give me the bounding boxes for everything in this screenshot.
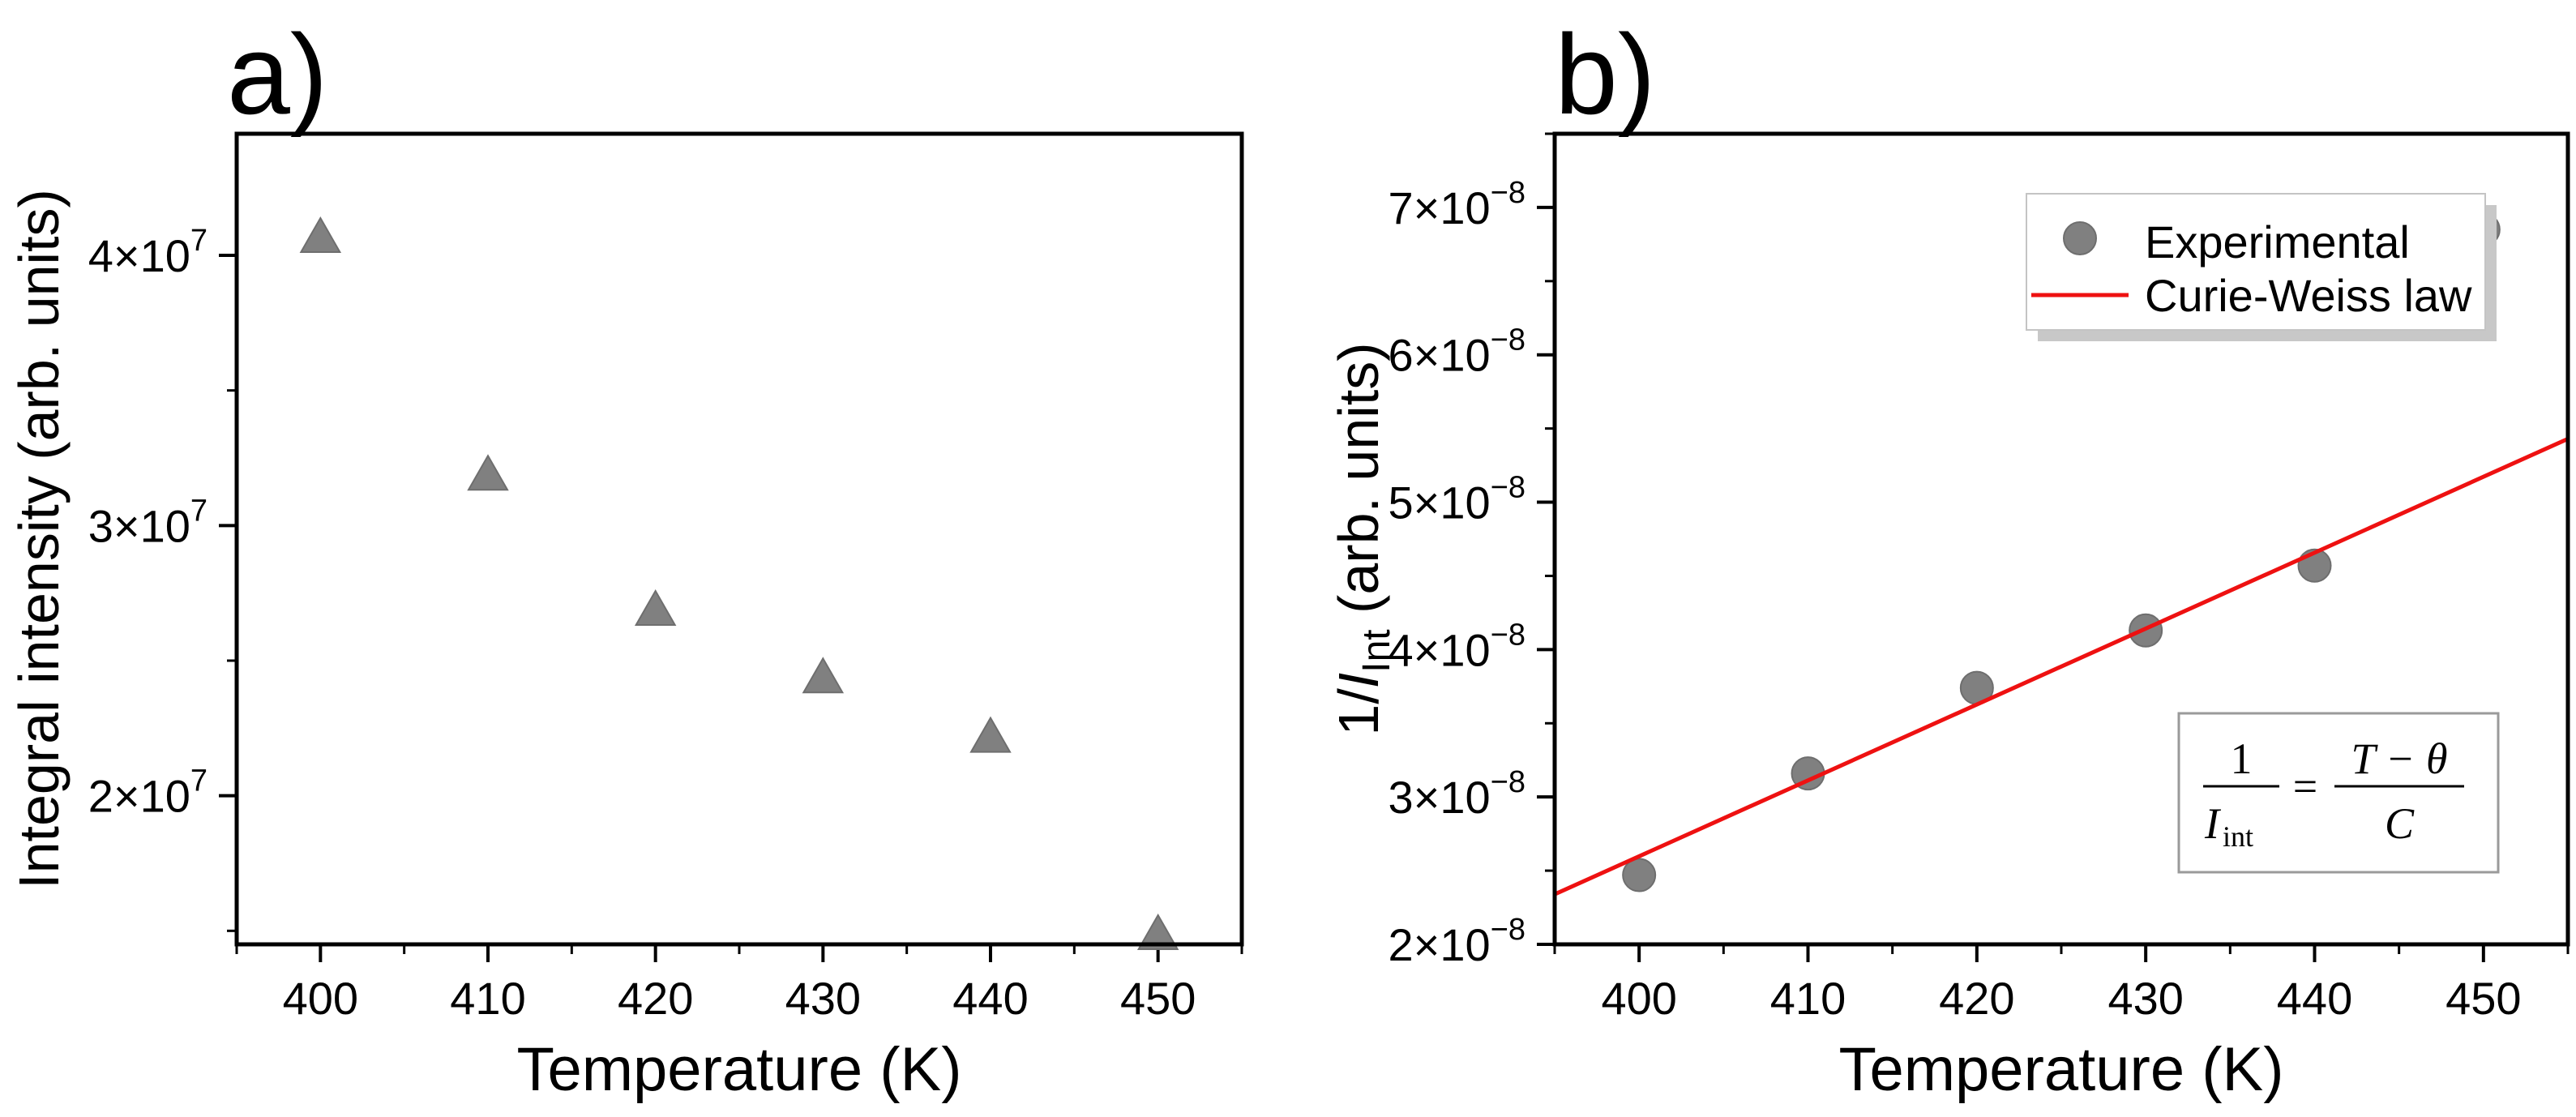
panel-a-x-tick-label: 410: [450, 973, 525, 1024]
panel-b-x-tick-label: 450: [2445, 973, 2521, 1024]
curie-weiss-fit-line: [1555, 437, 2568, 897]
data-point-triangle: [299, 216, 342, 253]
panel-b-y-tick-label: 5×10−8: [1389, 471, 1525, 529]
panel-a-y-ticks: 2×107 3×107 4×107: [88, 224, 237, 932]
panel-b: b) 2×10−83×10−84×10−85×10−86×10−87×10−8 …: [1327, 11, 2570, 1104]
panel-b-label: b): [1555, 11, 1655, 138]
panel-a-y-tick-label: 3×107: [88, 494, 208, 551]
data-point-triangle: [802, 657, 845, 694]
panel-b-x-tick-label: 440: [2277, 973, 2352, 1024]
data-point-circle: [1622, 858, 1657, 892]
panel-b-y-tick-label: 6×10−8: [1389, 323, 1525, 381]
legend: Experimental Curie-Weiss law: [2026, 193, 2497, 341]
equation-numerator-right: T − θ: [2351, 734, 2447, 783]
data-point-triangle: [634, 588, 677, 626]
equation-equals: =: [2293, 762, 2317, 811]
panel-a-x-tick-label: 400: [283, 973, 358, 1024]
equation-box: [2177, 712, 2500, 874]
equation-denominator-right: C: [2385, 799, 2415, 848]
panel-b-x-ticks: 400 410 420 430 440 450: [1553, 944, 2570, 1024]
panel-b-x-tick-label: 400: [1601, 973, 1676, 1024]
panel-a-y-axis-label: Integral intensity (arb. units): [7, 189, 71, 889]
legend-curie-weiss-label: Curie-Weiss law: [2145, 270, 2472, 321]
panel-b-y-tick-label: 2×10−8: [1389, 913, 1525, 970]
data-point-triangle: [969, 716, 1012, 753]
panel-b-y-tick-label: 7×10−8: [1389, 176, 1525, 233]
panel-a-frame: [234, 131, 1244, 947]
panel-b-x-tick-label: 420: [1939, 973, 2014, 1024]
panel-b-y-ticks: 2×10−8 3×10−8 4×10−8 5×10−8 6×10−8 7×10−8: [1389, 132, 1555, 970]
panel-b-y-axis-label: 1/IInt (arb. units): [1327, 342, 1398, 735]
panel-a-y-tick-label: 2×107: [88, 764, 208, 822]
panel-b-y-tick-label: 3×10−8: [1389, 765, 1525, 823]
panel-b-x-axis-label: Temperature (K): [1838, 1035, 2283, 1104]
panel-a-x-tick-label: 440: [952, 973, 1028, 1024]
panel-a-data: [299, 216, 1179, 950]
legend-box: [2026, 193, 2486, 331]
panel-a-x-tick-label: 430: [785, 973, 861, 1024]
data-point-triangle: [467, 454, 509, 491]
panel-a-x-tick-label: 450: [1120, 973, 1196, 1024]
equation-numerator-left: 1: [2231, 734, 2253, 783]
data-point-triangle: [1136, 913, 1179, 950]
panel-a-label: a): [227, 11, 327, 138]
panel-a-y-tick-label: 4×107: [88, 224, 208, 281]
panel-a-x-tick-label: 420: [618, 973, 693, 1024]
panel-b-y-tick-label: 4×10−8: [1389, 618, 1525, 675]
panel-a-x-ticks: 400 410 420 430 440 450: [235, 944, 1243, 1024]
panel-a-x-axis-label: Temperature (K): [516, 1035, 961, 1104]
panel-b-x-tick-label: 430: [2107, 973, 2183, 1024]
panel-b-frame: [1552, 131, 2570, 947]
legend-experimental-label: Experimental: [2145, 216, 2410, 267]
panel-b-x-tick-label: 410: [1770, 973, 1846, 1024]
legend-experimental-marker: [2063, 221, 2097, 255]
panel-a: a) 2×107 3×107 4×107 400 410 420 430 440 450 Te…: [7, 11, 1244, 1104]
